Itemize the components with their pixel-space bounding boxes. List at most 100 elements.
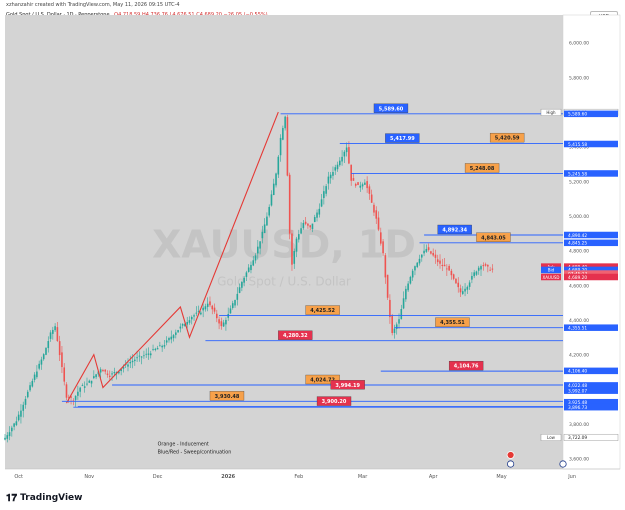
candle-body (316, 212, 318, 218)
level-label: 4,280.32 (283, 333, 308, 339)
tradingview-logo-icon[interactable]: 𝟏𝟕 (6, 492, 18, 504)
candle-body (77, 391, 79, 396)
level-label-box[interactable] (278, 330, 313, 340)
candle-body (42, 354, 45, 360)
candle-body (188, 320, 191, 323)
candle-body (250, 264, 252, 271)
candle-body (88, 380, 91, 383)
level-label-box[interactable] (476, 232, 511, 242)
price-chart[interactable]: XAUUSD, 1D Gold Spot / U.S. Dollar 3,600.0… (0, 0, 625, 490)
candle-body (366, 181, 368, 189)
candle-body (81, 385, 84, 386)
candle-body (432, 252, 434, 256)
candle-body (411, 270, 414, 278)
candle-body (446, 268, 448, 270)
candle-body (11, 427, 13, 432)
candle-body (99, 369, 102, 373)
level-label: 4,892.34 (442, 227, 467, 233)
level-label: 5,417.99 (390, 136, 415, 142)
y-tick-label: 3,800.00 (569, 422, 589, 428)
candle-body (350, 164, 352, 181)
candle-body (31, 380, 34, 387)
candle-body (384, 255, 387, 278)
level-label-box[interactable] (373, 103, 409, 113)
candle-body (345, 147, 348, 153)
candle-body (186, 322, 189, 325)
candle-body (268, 206, 270, 216)
axis-tag-box (564, 263, 618, 270)
candle-body (177, 330, 179, 333)
candle-body (466, 286, 469, 290)
axis-tag-prefix-box (541, 273, 561, 281)
candle-body (309, 225, 311, 228)
level-label-box[interactable] (209, 391, 245, 401)
candle-body (209, 301, 211, 306)
candle-body (327, 176, 330, 184)
level-label-box[interactable] (464, 163, 500, 173)
candle-body (4, 437, 6, 440)
level-label: 5,248.08 (470, 166, 495, 172)
level-label-box[interactable] (305, 305, 340, 315)
candle-body (416, 262, 419, 268)
candle-body (272, 183, 275, 196)
candle-body (375, 210, 378, 219)
level-label: 4,843.05 (481, 235, 506, 241)
candle-body (175, 332, 177, 335)
event-flag-icon[interactable] (506, 451, 515, 459)
candle-body (395, 324, 398, 329)
candle-body (181, 323, 184, 326)
candle-body (134, 359, 136, 362)
candle-body (136, 357, 138, 359)
candle-body (379, 232, 382, 244)
level-label-box[interactable] (305, 374, 340, 385)
level-label-box[interactable] (330, 380, 365, 390)
candle-body (402, 298, 405, 309)
axis-tag-box (564, 398, 618, 406)
annotation-text: Blue/Red - Sweep/continuation (158, 450, 232, 456)
candle-body (243, 277, 245, 283)
candle-body (15, 421, 18, 426)
axis-tag-value: 4,890.42 (568, 233, 587, 239)
watermark-ticker: XAUUSD, 1D (152, 223, 416, 267)
candle-body (459, 288, 462, 293)
candle-body (359, 185, 362, 188)
candle-body (304, 221, 307, 224)
candle-body (427, 247, 430, 250)
candle-body (293, 250, 296, 264)
us-flag-icon[interactable] (507, 460, 515, 468)
candle-body (261, 231, 264, 239)
y-tick-label: 5,200.00 (569, 179, 589, 185)
candle-body (47, 341, 50, 349)
candle-body (122, 366, 125, 369)
candle-body (220, 321, 223, 327)
candle-body (311, 223, 314, 230)
candle-body (307, 223, 309, 226)
candle-body (282, 128, 284, 140)
axis-tag-box (564, 367, 618, 375)
level-label-box[interactable] (385, 133, 420, 143)
candle-body (300, 228, 302, 234)
y-tick-label: 5,400.00 (569, 145, 589, 151)
level-label-box[interactable] (448, 360, 484, 371)
axis-tag-box (563, 433, 619, 441)
level-label-box[interactable] (435, 317, 470, 327)
creator-line: xzhanzahir created with TradingView.com,… (6, 2, 180, 8)
candle-body (386, 274, 389, 298)
candle-body (475, 271, 478, 275)
candle-body (58, 341, 61, 356)
axis-tag-value: 5,589.60 (568, 112, 587, 118)
level-label-box[interactable] (489, 132, 525, 143)
candle-body (398, 319, 400, 324)
zigzag-line (66, 111, 279, 404)
level-label-box[interactable] (316, 396, 352, 406)
candle-body (313, 217, 316, 223)
candle-body (106, 373, 109, 375)
candle-body (284, 116, 286, 129)
candle-body (370, 194, 373, 203)
axis-tag-prefix: XAUUSD (543, 275, 560, 280)
us-flag-icon[interactable] (559, 460, 567, 468)
level-label-box[interactable] (437, 224, 472, 235)
candle-body (455, 278, 457, 284)
x-tick-label: Feb (294, 474, 303, 480)
tradingview-brand: TradingView (20, 493, 83, 503)
